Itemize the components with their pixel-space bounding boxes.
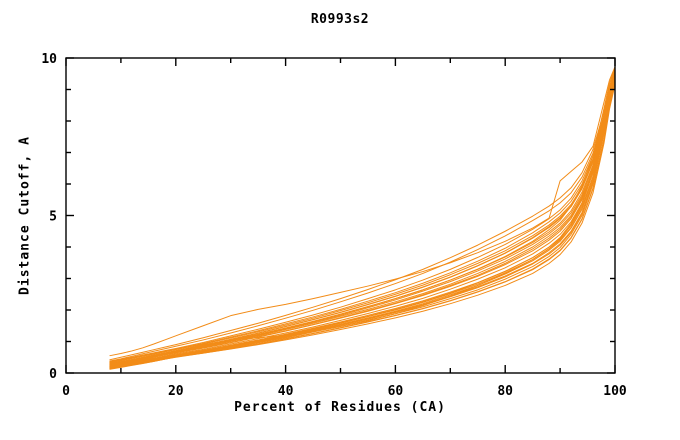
series-line: [109, 82, 616, 370]
series-line: [109, 74, 616, 365]
series-line: [109, 75, 616, 365]
series-layer: [109, 66, 616, 370]
series-line: [109, 78, 616, 369]
series-line: [109, 66, 616, 357]
series-line: [109, 69, 616, 368]
x-tick-label: 0: [62, 384, 70, 399]
series-line: [109, 80, 616, 369]
tick-labels: 0 20 40 60 80 100 0 5 10: [41, 52, 627, 399]
y-tick-label: 5: [49, 210, 57, 225]
series-line: [109, 84, 616, 370]
series-line: [109, 75, 616, 364]
y-tick-label: 0: [49, 367, 57, 382]
y-axis-label: Distance Cutoff, A: [17, 136, 33, 295]
axis-frame: [65, 57, 616, 374]
series-line: [109, 73, 616, 363]
x-tick-label: 100: [603, 384, 627, 399]
series-line: [109, 72, 616, 363]
series-line: [109, 70, 616, 361]
x-tick-label: 20: [168, 384, 184, 399]
x-tick-label: 80: [497, 384, 513, 399]
series-line: [109, 71, 616, 362]
y-tick-label: 10: [41, 52, 57, 67]
series-line: [109, 82, 616, 370]
x-tick-label: 40: [278, 384, 294, 399]
series-line: [109, 78, 616, 368]
x-tick-label: 60: [388, 384, 404, 399]
series-line: [109, 77, 616, 367]
x-axis-label: Percent of Residues (CA): [234, 400, 446, 415]
series-line: [109, 77, 616, 368]
page-title: R0993s2: [310, 12, 370, 27]
